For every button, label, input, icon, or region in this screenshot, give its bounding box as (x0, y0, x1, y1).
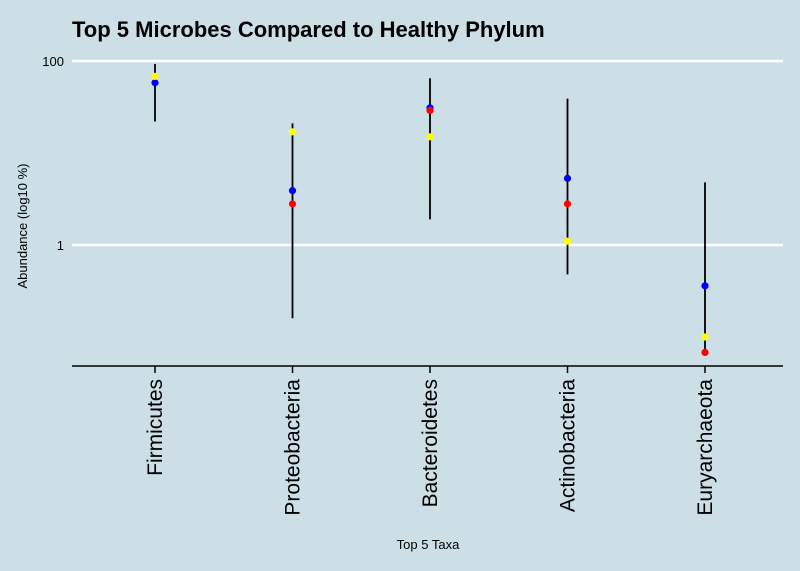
x-tick-label-euryarchaeota: Euryarchaeota (694, 379, 717, 516)
data-point-bacteroidetes-1 (426, 106, 434, 115)
chart-title: Top 5 Microbes Compared to Healthy Phylu… (72, 17, 545, 42)
x-axis-ticks: Firmicutes Proteobacteria Bacteroidetes Act… (144, 366, 717, 516)
x-tick-label-proteobacteria: Proteobacteria (282, 379, 305, 516)
y-tick-label: 1 (57, 238, 64, 253)
data-point-firmicutes-2 (151, 72, 159, 81)
x-axis-title: Top 5 Taxa (397, 537, 460, 552)
data-point-proteobacteria-0 (288, 187, 297, 195)
x-tick-label-bacteroidetes: Bacteroidetes (419, 379, 442, 507)
x-tick-label-firmicutes: Firmicutes (144, 379, 167, 476)
data-point-euryarchaeota-1 (701, 348, 709, 357)
grid-lines (72, 59, 783, 247)
data-point-bacteroidetes-2 (426, 133, 434, 141)
y-axis-ticks: 1 100 (42, 54, 64, 253)
y-axis-title: Abundance (log10 %) (15, 163, 30, 288)
data-point-actinobacteria-0 (563, 174, 572, 182)
data-point-firmicutes-0 (151, 79, 159, 87)
x-tick-label-actinobacteria: Actinobacteria (557, 379, 580, 512)
data-point-proteobacteria-2 (288, 128, 297, 136)
data-point-actinobacteria-1 (563, 200, 572, 208)
data-point-euryarchaeota-0 (701, 282, 709, 290)
data-point-actinobacteria-2 (563, 237, 572, 245)
data-point-proteobacteria-1 (288, 200, 297, 208)
data-point-euryarchaeota-2 (701, 333, 709, 341)
data-points (151, 72, 709, 357)
y-tick-label: 100 (42, 54, 64, 69)
